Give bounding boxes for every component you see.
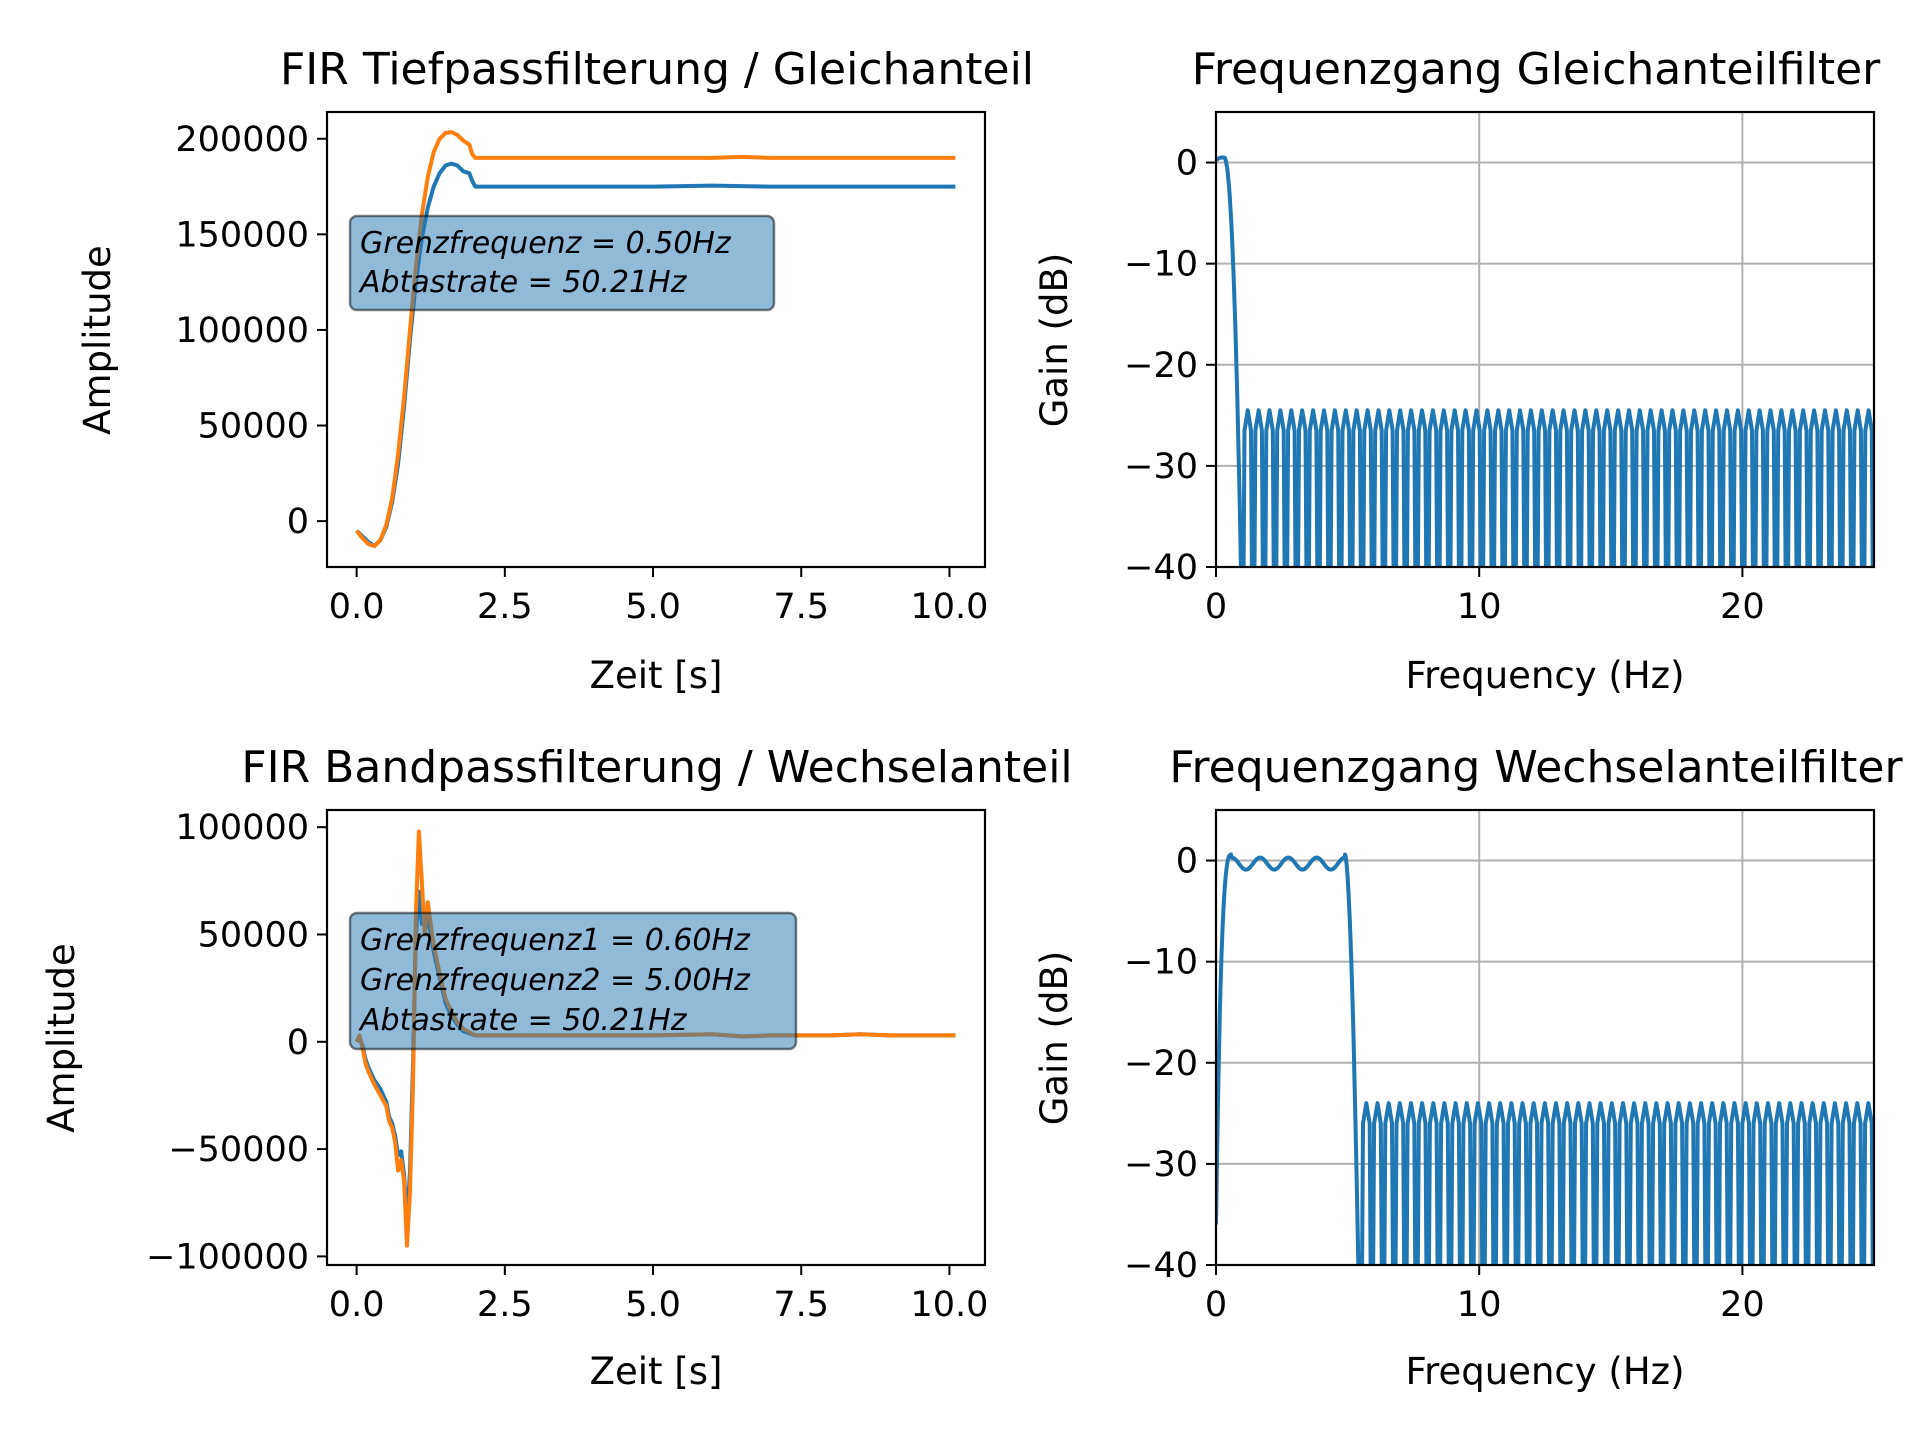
x-tick-label: 7.5 bbox=[773, 1285, 829, 1325]
x-tick-label: 20 bbox=[1720, 587, 1765, 627]
annotation-background bbox=[348, 214, 776, 312]
axes-frame bbox=[325, 808, 987, 1267]
series-line-2 bbox=[355, 130, 956, 548]
axes-frame bbox=[325, 110, 987, 569]
x-axis-label: Zeit [s] bbox=[590, 654, 723, 697]
y-tick-label: −30 bbox=[1124, 447, 1198, 487]
plot-area bbox=[1216, 810, 1874, 1265]
panel-bandpass-time: FIR Bandpassfilterung / Wechselanteil 0.… bbox=[40, 742, 1073, 1393]
axis-ticks: 0 10 20 0 −10 −20 −30 −40 bbox=[1124, 144, 1765, 627]
y-tick-label: 0 bbox=[287, 502, 309, 542]
annotation-line-2: Abtastrate = 50.21Hz bbox=[358, 265, 688, 300]
x-tick-label: 0 bbox=[1205, 1285, 1227, 1325]
y-axis-label: Amplitude bbox=[40, 943, 83, 1133]
x-tick-label: 7.5 bbox=[773, 587, 829, 627]
panel-lowpass-frequency-response: Frequenzgang Gleichanteilfilter 0 10 20 0 −1… bbox=[1033, 44, 1881, 697]
x-tick-label: 0.0 bbox=[329, 1285, 385, 1325]
y-tick-label: −50000 bbox=[168, 1130, 309, 1170]
annotation-box: Grenzfrequenz = 0.50Hz Abtastrate = 50.2… bbox=[348, 214, 776, 312]
x-tick-label: 20 bbox=[1720, 1285, 1765, 1325]
x-tick-label: 10.0 bbox=[910, 1285, 988, 1325]
annotation-background bbox=[348, 911, 798, 1051]
panel-lowpass-time: FIR Tiefpassfilterung / Gleichanteil 0.0… bbox=[76, 44, 1034, 697]
x-axis-label: Frequency (Hz) bbox=[1405, 654, 1684, 697]
panel-title: FIR Tiefpassfilterung / Gleichanteil bbox=[280, 44, 1034, 95]
y-tick-label: 100000 bbox=[175, 311, 309, 351]
x-tick-label: 0 bbox=[1205, 587, 1227, 627]
x-tick-label: 10 bbox=[1457, 1285, 1502, 1325]
y-axis-label: Gain (dB) bbox=[1033, 253, 1076, 428]
panel-title: Frequenzgang Gleichanteilfilter bbox=[1192, 44, 1881, 95]
frequency-response-line bbox=[1216, 852, 1874, 1265]
y-tick-label: 200000 bbox=[175, 120, 309, 160]
y-tick-label: −20 bbox=[1124, 346, 1198, 386]
y-tick-label: 150000 bbox=[175, 215, 309, 255]
y-axis-label: Gain (dB) bbox=[1033, 951, 1076, 1126]
annotation-line-2: Grenzfrequenz2 = 5.00Hz bbox=[360, 963, 751, 998]
panel-title: FIR Bandpassfilterung / Wechselanteil bbox=[241, 742, 1072, 793]
y-tick-label: −10 bbox=[1124, 943, 1198, 983]
y-tick-label: 0 bbox=[287, 1023, 309, 1063]
y-tick-label: 0 bbox=[1176, 144, 1198, 184]
y-tick-label: 50000 bbox=[198, 407, 309, 447]
frequency-response-line bbox=[1216, 155, 1874, 567]
axes-frame bbox=[1214, 110, 1876, 569]
axes-frame bbox=[1214, 808, 1876, 1267]
y-tick-label: 50000 bbox=[198, 915, 309, 955]
x-tick-label: 2.5 bbox=[477, 587, 533, 627]
axis-ticks: 0 10 20 0 −10 −20 −30 −40 bbox=[1124, 842, 1765, 1325]
x-axis-label: Frequency (Hz) bbox=[1405, 1350, 1684, 1393]
annotation-box: Grenzfrequenz1 = 0.60Hz Grenzfrequenz2 =… bbox=[348, 911, 798, 1051]
x-tick-label: 5.0 bbox=[625, 587, 681, 627]
annotation-line-1: Grenzfrequenz = 0.50Hz bbox=[360, 226, 732, 261]
plot-area bbox=[355, 130, 956, 548]
y-tick-label: −20 bbox=[1124, 1044, 1198, 1084]
panel-title: Frequenzgang Wechselanteilfilter bbox=[1169, 742, 1903, 793]
x-axis-label: Zeit [s] bbox=[590, 1350, 723, 1393]
annotation-line-1: Grenzfrequenz1 = 0.60Hz bbox=[360, 923, 751, 958]
annotation-line-3: Abtastrate = 50.21Hz bbox=[358, 1003, 688, 1038]
plot-area bbox=[1216, 112, 1874, 567]
x-tick-label: 10 bbox=[1457, 587, 1502, 627]
x-tick-label: 2.5 bbox=[477, 1285, 533, 1325]
y-tick-label: 100000 bbox=[175, 808, 309, 848]
y-tick-label: −30 bbox=[1124, 1145, 1198, 1185]
axis-ticks: 0.0 2.5 5.0 7.5 10.0 0 50000 100000 150000 200000 bbox=[175, 120, 988, 627]
axis-ticks: 0.0 2.5 5.0 7.5 10.0 100000 50000 0 −50000 −10000… bbox=[146, 808, 988, 1325]
y-tick-label: −40 bbox=[1124, 548, 1198, 588]
x-tick-label: 0.0 bbox=[329, 587, 385, 627]
panel-bandpass-frequency-response: Frequenzgang Wechselanteilfilter 0 10 200−… bbox=[1033, 742, 1903, 1393]
y-tick-label: 0 bbox=[1176, 842, 1198, 882]
y-tick-label: −10 bbox=[1124, 245, 1198, 285]
x-tick-label: 5.0 bbox=[625, 1285, 681, 1325]
y-tick-label: −100000 bbox=[146, 1237, 309, 1277]
y-axis-label: Amplitude bbox=[76, 245, 119, 435]
y-tick-label: −40 bbox=[1124, 1246, 1198, 1286]
x-tick-label: 10.0 bbox=[910, 587, 988, 627]
